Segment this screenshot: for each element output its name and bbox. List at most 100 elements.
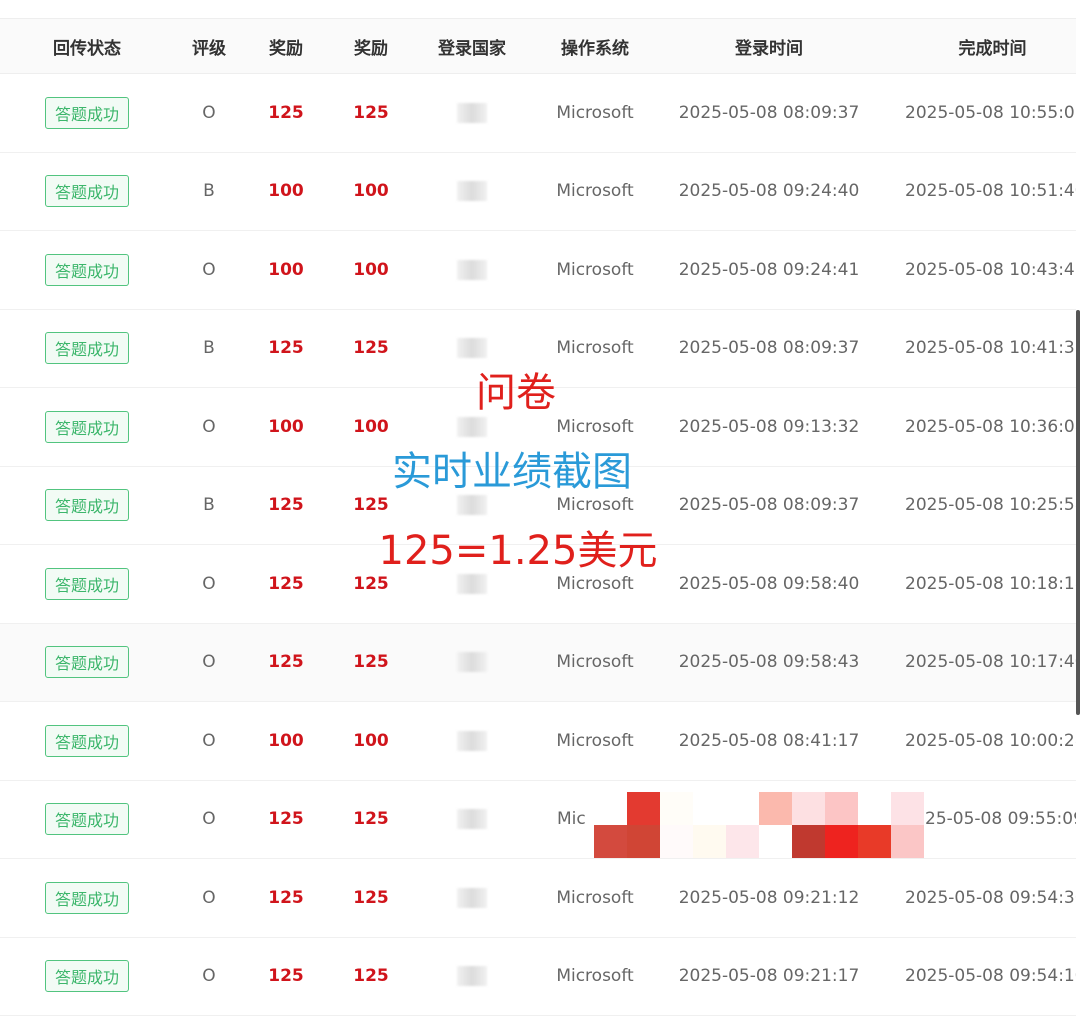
reward-cell: 100 bbox=[353, 416, 389, 437]
status-badge: 答题成功 bbox=[44, 489, 129, 522]
mosaic-tile bbox=[627, 792, 660, 825]
mosaic-tile bbox=[858, 792, 891, 825]
login-time-cell: 2025-05-08 08:09:37 bbox=[678, 338, 860, 359]
done-time-cell: 25-05-08 09:55:09 bbox=[925, 809, 1076, 830]
status-badge: 答题成功 bbox=[44, 253, 129, 286]
grade-cell: B bbox=[203, 181, 215, 202]
done-time-cell: 2025-05-08 10:41:31 bbox=[905, 338, 1076, 359]
grade-cell: O bbox=[202, 573, 216, 594]
reward-cell: 125 bbox=[268, 652, 304, 673]
os-cell: Microsoft bbox=[556, 102, 634, 123]
country-flag-blurred bbox=[457, 259, 487, 280]
country-flag-blurred bbox=[457, 181, 487, 202]
country-flag-blurred bbox=[457, 573, 487, 594]
reward-cell: 125 bbox=[268, 887, 304, 908]
login-time-cell: 2025-05-08 09:58:40 bbox=[678, 573, 860, 594]
status-badge: 答题成功 bbox=[44, 724, 129, 757]
table-row[interactable]: 答题成功 O 125 125 Microsoft 2025-05-08 08:0… bbox=[0, 74, 1076, 153]
mosaic-tile bbox=[693, 792, 726, 825]
mosaic-tile bbox=[792, 825, 825, 858]
reward-cell: 125 bbox=[353, 809, 389, 830]
table-row[interactable]: 答题成功 O 125 125 Microsoft 2025-05-08 09:5… bbox=[0, 623, 1076, 702]
mosaic-tile bbox=[726, 825, 759, 858]
header-grade: 评级 bbox=[192, 38, 226, 59]
grade-cell: O bbox=[202, 102, 216, 123]
mosaic-tile bbox=[891, 825, 924, 858]
reward-cell: 125 bbox=[268, 966, 304, 987]
status-badge: 答题成功 bbox=[44, 960, 129, 993]
mosaic-tile bbox=[891, 792, 924, 825]
header-done-time: 完成时间 bbox=[958, 38, 1027, 59]
reward-cell: 100 bbox=[353, 730, 389, 751]
status-badge: 答题成功 bbox=[44, 567, 129, 600]
done-time-cell: 2025-05-08 10:55:07 bbox=[905, 102, 1076, 123]
done-time-cell: 2025-05-08 10:17:40 bbox=[905, 652, 1076, 673]
header-os: 操作系统 bbox=[561, 38, 629, 59]
vertical-scrollbar[interactable] bbox=[1076, 310, 1080, 715]
grade-cell: O bbox=[202, 809, 216, 830]
mosaic-tile bbox=[594, 825, 627, 858]
grade-cell: O bbox=[202, 652, 216, 673]
grade-cell: B bbox=[203, 495, 215, 516]
country-flag-blurred bbox=[457, 887, 487, 908]
mosaic-tile bbox=[660, 825, 693, 858]
reward-cell: 125 bbox=[268, 573, 304, 594]
header-reward: 奖励 bbox=[354, 38, 388, 59]
reward-cell: 125 bbox=[353, 887, 389, 908]
status-badge: 答题成功 bbox=[44, 646, 129, 679]
os-cell: Microsoft bbox=[556, 652, 634, 673]
mosaic-tile bbox=[825, 792, 858, 825]
grade-cell: B bbox=[203, 338, 215, 359]
done-time-cell: 2025-05-08 10:51:40 bbox=[905, 181, 1076, 202]
reward-cell: 125 bbox=[353, 652, 389, 673]
country-flag-blurred bbox=[457, 809, 487, 830]
reward-cell: 125 bbox=[353, 495, 389, 516]
overlay-subtitle: 实时业绩截图 bbox=[392, 449, 632, 495]
done-time-cell: 2025-05-08 10:36:08 bbox=[905, 416, 1076, 437]
overlay-rate: 125=1.25美元 bbox=[378, 528, 658, 574]
country-flag-blurred bbox=[457, 966, 487, 987]
mosaic-tile bbox=[627, 825, 660, 858]
table-header: 回传状态 评级 奖励 奖励 登录国家 操作系统 登录时间 完成时间 bbox=[0, 18, 1076, 74]
mosaic-tile bbox=[594, 792, 627, 825]
status-badge: 答题成功 bbox=[44, 410, 129, 443]
grade-cell: O bbox=[202, 966, 216, 987]
grade-cell: O bbox=[202, 416, 216, 437]
os-cell: Microsoft bbox=[556, 966, 634, 987]
table-row[interactable]: 答题成功 B 125 125 Microsoft 2025-05-08 08:0… bbox=[0, 467, 1076, 545]
header-country: 登录国家 bbox=[438, 38, 506, 59]
table-row[interactable]: 答题成功 O 125 125 Microsoft 2025-05-08 09:2… bbox=[0, 859, 1076, 938]
done-time-cell: 2025-05-08 09:54:36 bbox=[905, 887, 1076, 908]
country-flag-blurred bbox=[457, 102, 487, 123]
status-badge: 答题成功 bbox=[44, 881, 129, 914]
reward-cell: 100 bbox=[353, 259, 389, 280]
mosaic-tile bbox=[759, 825, 792, 858]
table-row[interactable]: 答题成功 O 100 100 Microsoft 2025-05-08 08:4… bbox=[0, 702, 1076, 781]
country-flag-blurred bbox=[457, 652, 487, 673]
reward-cell: 100 bbox=[353, 181, 389, 202]
reward-cell: 125 bbox=[353, 573, 389, 594]
table-row[interactable]: 答题成功 O 100 100 Microsoft 2025-05-08 09:1… bbox=[0, 388, 1076, 467]
table-row[interactable]: 答题成功 O 125 125 Microsoft 2025-05-08 09:5… bbox=[0, 545, 1076, 624]
reward-cell: 125 bbox=[268, 495, 304, 516]
header-reward: 奖励 bbox=[269, 38, 303, 59]
table-row[interactable]: 答题成功 B 125 125 Microsoft 2025-05-08 08:0… bbox=[0, 310, 1076, 388]
grade-cell: O bbox=[202, 887, 216, 908]
table-row[interactable]: 答题成功 O 100 100 Microsoft 2025-05-08 09:2… bbox=[0, 231, 1076, 310]
reward-cell: 125 bbox=[268, 102, 304, 123]
overlay-title: 问卷 bbox=[476, 370, 556, 416]
mosaic-tile bbox=[693, 825, 726, 858]
country-flag-blurred bbox=[457, 338, 487, 359]
reward-cell: 125 bbox=[353, 102, 389, 123]
mosaic-tile bbox=[858, 825, 891, 858]
login-time-cell: 2025-05-08 09:13:32 bbox=[678, 416, 860, 437]
done-time-cell: 2025-05-08 09:54:10 bbox=[905, 966, 1076, 987]
reward-cell: 100 bbox=[268, 259, 304, 280]
table-row[interactable]: 答题成功 O 125 125 Mic 25-05-08 09:55:09 bbox=[0, 781, 1076, 859]
reward-cell: 125 bbox=[353, 338, 389, 359]
done-time-cell: 2025-05-08 10:43:47 bbox=[905, 259, 1076, 280]
mosaic-tile bbox=[660, 792, 693, 825]
table-row[interactable]: 答题成功 O 125 125 Microsoft 2025-05-08 09:2… bbox=[0, 938, 1076, 1016]
table-row[interactable]: 答题成功 B 100 100 Microsoft 2025-05-08 09:2… bbox=[0, 153, 1076, 231]
